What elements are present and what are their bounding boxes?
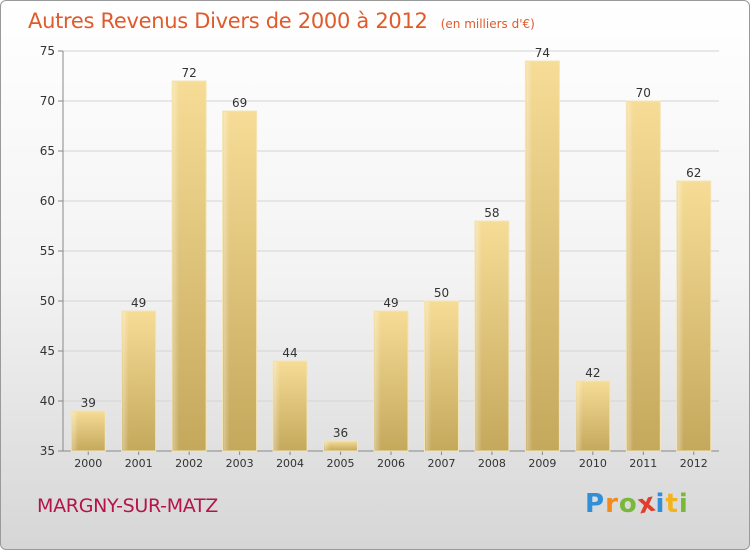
- x-tick-label: 2001: [125, 457, 153, 470]
- logo-letter: r: [605, 489, 619, 519]
- chart-unit: (en milliers d'€): [440, 17, 535, 31]
- data-label: 69: [232, 96, 247, 110]
- bar-highlight: [375, 312, 381, 450]
- logo-letter: t: [665, 489, 679, 519]
- logo-letter: i: [678, 489, 689, 519]
- logo-letter: o: [618, 489, 638, 519]
- bar-highlight: [122, 312, 129, 450]
- location-name: MARGNY-SUR-MATZ: [37, 495, 219, 517]
- bar-highlight: [173, 82, 180, 450]
- bar-highlight: [425, 302, 432, 450]
- y-tick-label: 65: [40, 144, 55, 158]
- x-tick-label: 2003: [226, 457, 254, 470]
- data-label: 70: [636, 86, 651, 100]
- y-tick-label: 70: [40, 94, 55, 108]
- y-tick-label: 60: [40, 194, 55, 208]
- x-tick-label: 2000: [74, 457, 102, 470]
- x-tick-label: 2011: [629, 457, 657, 470]
- x-tick-label: 2007: [427, 457, 455, 470]
- y-tick-label: 50: [40, 294, 55, 308]
- bar-highlight: [475, 222, 482, 450]
- x-tick-label: 2005: [327, 457, 355, 470]
- bars: [70, 60, 712, 452]
- data-label: 62: [686, 166, 701, 180]
- bar-highlight: [274, 362, 281, 450]
- bar-highlight: [72, 412, 79, 450]
- y-tick-label: 45: [40, 344, 55, 358]
- data-label: 39: [81, 396, 96, 410]
- data-label: 50: [434, 286, 449, 300]
- x-tick-label: 2002: [175, 457, 203, 470]
- bar-highlight: [677, 182, 684, 450]
- data-label: 42: [585, 366, 600, 380]
- title-row: Autres Revenus Divers de 2000 à 2012 (en…: [28, 9, 535, 33]
- logo-letter: P: [585, 489, 606, 519]
- chart-title: Autres Revenus Divers de 2000 à 2012: [28, 9, 428, 33]
- bar-highlight: [324, 442, 331, 450]
- data-label: 74: [535, 46, 550, 60]
- data-label: 49: [131, 296, 146, 310]
- x-tick-label: 2010: [579, 457, 607, 470]
- bar-highlight: [526, 62, 533, 450]
- y-tick-label: 55: [40, 244, 55, 258]
- x-tick-label: 2012: [680, 457, 708, 470]
- x-tick-label: 2006: [377, 457, 405, 470]
- bar-highlight: [576, 382, 583, 450]
- data-label: 44: [282, 346, 297, 360]
- data-label: 49: [383, 296, 398, 310]
- data-label: 72: [182, 66, 197, 80]
- bar-highlight: [223, 112, 230, 450]
- bar-2005: [323, 440, 359, 452]
- x-tick-label: 2008: [478, 457, 506, 470]
- x-tick-label: 2004: [276, 457, 304, 470]
- proxiti-logo: Proxiti: [585, 487, 689, 520]
- logo-letter: i: [655, 489, 666, 519]
- data-label: 58: [484, 206, 499, 220]
- x-tick-label: 2009: [528, 457, 556, 470]
- data-labels: 39 49 72 69 44 36 49 50 58 74 42 70 62: [81, 46, 702, 440]
- y-tick-label: 75: [40, 44, 55, 58]
- y-tick-label: 40: [40, 394, 55, 408]
- y-tick-label: 35: [40, 444, 55, 458]
- data-label: 36: [333, 426, 348, 440]
- bar-highlight: [627, 102, 634, 450]
